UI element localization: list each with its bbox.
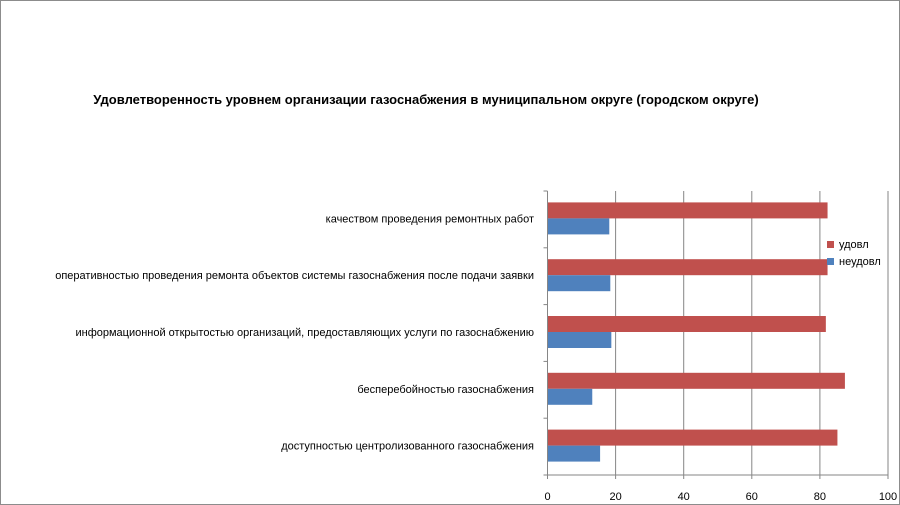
legend-label: неудовл xyxy=(839,256,881,268)
chart-title: Удовлетворенность уровнем организации га… xyxy=(93,92,759,107)
bar-udovl xyxy=(548,259,828,276)
category-label: качеством проведения ремонтных работ xyxy=(326,213,534,225)
legend-swatch xyxy=(827,258,834,265)
bar-udovl xyxy=(548,372,845,389)
bar-udovl xyxy=(548,429,838,446)
bar-neudovl xyxy=(548,275,611,292)
x-tick-label: 80 xyxy=(814,491,826,503)
category-label: оперативностью проведения ремонта объект… xyxy=(55,270,534,282)
bar-udovl xyxy=(548,202,828,219)
category-label: доступностью центролизованного газоснабж… xyxy=(281,441,534,453)
category-label: бесперебойностью газоснабжения xyxy=(357,384,534,396)
bar-neudovl xyxy=(548,445,601,462)
bar-neudovl xyxy=(548,218,610,235)
bar-neudovl xyxy=(548,332,612,348)
legend-swatch xyxy=(827,241,834,248)
x-tick-label: 20 xyxy=(609,491,621,503)
x-tick-label: 60 xyxy=(746,491,758,503)
bar-udovl xyxy=(548,316,826,332)
legend-label: удовл xyxy=(839,239,869,251)
category-label: информационной открытостью организаций, … xyxy=(75,327,534,339)
x-tick-label: 100 xyxy=(879,491,897,503)
bar-neudovl xyxy=(548,388,593,405)
x-tick-label: 0 xyxy=(544,491,550,503)
x-tick-label: 40 xyxy=(678,491,690,503)
